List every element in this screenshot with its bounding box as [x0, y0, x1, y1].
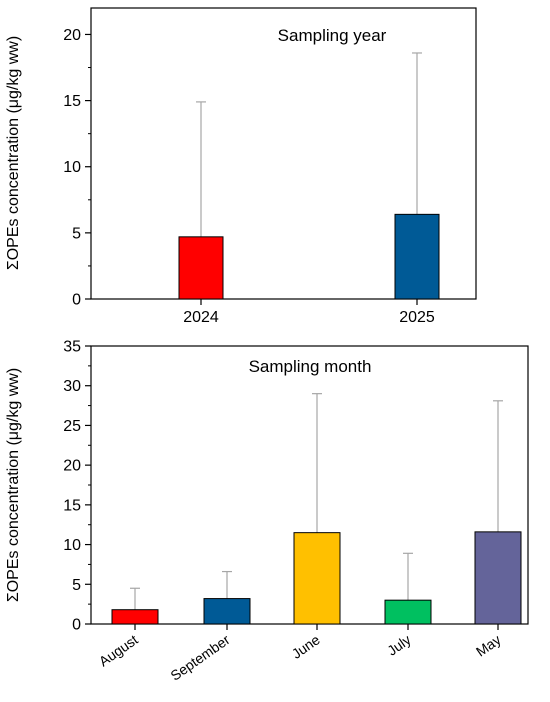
- x-category-label: September: [167, 631, 233, 684]
- y-tick-label: 5: [72, 577, 81, 594]
- plot-frame-year: [90, 7, 477, 300]
- y-tick-label: 25: [63, 418, 81, 435]
- x-category-label: May: [473, 631, 504, 659]
- bar-july: [384, 599, 432, 625]
- panel-sampling-month: Sampling month ΣOPEs concentration (μg/k…: [5, 339, 529, 684]
- panel-title-year: Sampling year: [278, 26, 387, 45]
- bar-september: [203, 598, 251, 625]
- panel-sampling-year: Sampling year ΣOPEs concentration (μg/kg…: [5, 7, 477, 326]
- y-tick-label: 20: [63, 458, 81, 475]
- bar-may: [474, 531, 522, 625]
- x-category-label: 2025: [399, 309, 435, 326]
- y-axis-label-month: ΣOPEs concentration (μg/kg ww): [5, 368, 22, 602]
- y-tick-label: 30: [63, 378, 81, 395]
- x-category-label: June: [289, 631, 323, 662]
- y-tick-label: 20: [63, 27, 81, 44]
- bars-month: [111, 393, 522, 625]
- bar-2024: [178, 236, 224, 300]
- bars-year: [178, 52, 440, 300]
- y-tick-label: 15: [63, 497, 81, 514]
- y-tick-label: 15: [63, 93, 81, 110]
- x-ticks-month: August September June July May: [96, 624, 504, 684]
- bar-june: [293, 532, 341, 625]
- y-tick-label: 10: [63, 159, 81, 176]
- x-category-label: August: [96, 631, 141, 669]
- y-tick-label: 35: [63, 339, 81, 356]
- y-ticks-month: 0 5 10 15 20 25 30 35: [63, 339, 91, 634]
- bar-august: [111, 609, 159, 625]
- y-tick-label: 0: [72, 617, 81, 634]
- panel-title-month: Sampling month: [249, 357, 372, 376]
- y-tick-label: 5: [72, 225, 81, 242]
- x-ticks-year: 2024 2025: [183, 299, 435, 326]
- bar-2025: [394, 213, 440, 300]
- y-tick-label: 0: [72, 292, 81, 309]
- y-tick-label: 10: [63, 537, 81, 554]
- y-axis-label-year: ΣOPEs concentration (μg/kg ww): [5, 36, 22, 270]
- y-ticks-year: 0 5 10 15 20: [63, 27, 91, 309]
- x-category-label: July: [384, 631, 414, 658]
- x-category-label: 2024: [183, 309, 219, 326]
